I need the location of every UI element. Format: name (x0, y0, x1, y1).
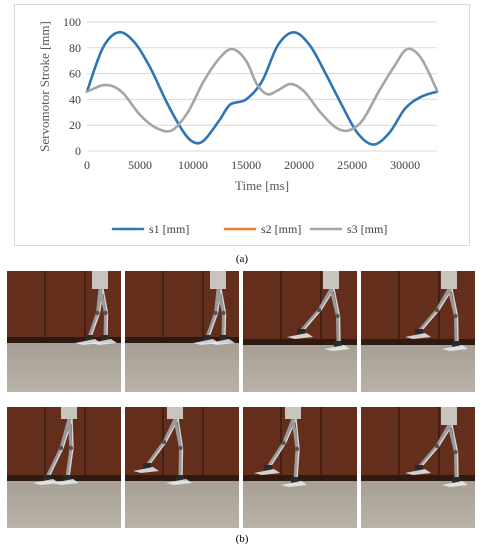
x-tick-label: 15000 (231, 158, 261, 172)
robot-leg-photo (125, 271, 239, 392)
photo-frame-6 (125, 407, 239, 528)
y-tick-label: 0 (75, 144, 81, 158)
robot-leg-photo (7, 271, 121, 392)
legend-label-s3: s3 [mm] (347, 222, 387, 236)
robot-leg-photo (243, 407, 357, 528)
servomotor-stroke-chart: 0 20 40 60 80 100 0 5000 10000 15000 20000 25000 300… (37, 15, 439, 236)
caption-a: (a) (235, 253, 249, 265)
photo-frame-4 (361, 271, 475, 392)
photo-frame-1 (7, 271, 121, 392)
robot-leg-photo (243, 271, 357, 392)
y-tick-label: 20 (69, 118, 81, 132)
y-tick-label: 40 (69, 92, 81, 106)
caption-b: (b) (235, 533, 249, 545)
y-tick-label: 100 (63, 15, 81, 29)
x-tick-label: 0 (84, 158, 90, 172)
x-axis-label: Time [ms] (235, 178, 289, 193)
legend-label-s1: s1 [mm] (149, 222, 189, 236)
legend-label-s2: s2 [mm] (261, 222, 301, 236)
robot-leg-photo (361, 407, 475, 528)
x-tick-label: 5000 (128, 158, 152, 172)
x-tick-label: 30000 (390, 158, 420, 172)
robot-leg-photo (7, 407, 121, 528)
photo-frame-5 (7, 407, 121, 528)
series-line-s3 (85, 47, 439, 133)
photo-frame-3 (243, 271, 357, 392)
photo-frame-7 (243, 407, 357, 528)
robot-leg-photo (361, 271, 475, 392)
series-line-s1 (85, 30, 439, 146)
y-axis-label: Servomotor Stroke [mm] (37, 21, 52, 152)
y-tick-label: 60 (69, 67, 81, 81)
robot-leg-photo (125, 407, 239, 528)
y-tick-label: 80 (69, 41, 81, 55)
x-tick-label: 20000 (284, 158, 314, 172)
photo-frame-2 (125, 271, 239, 392)
chart-frame: 0 20 40 60 80 100 0 5000 10000 15000 20000 25000 300… (14, 4, 470, 246)
x-tick-label: 25000 (337, 158, 367, 172)
x-tick-label: 10000 (178, 158, 208, 172)
photo-frame-8 (361, 407, 475, 528)
